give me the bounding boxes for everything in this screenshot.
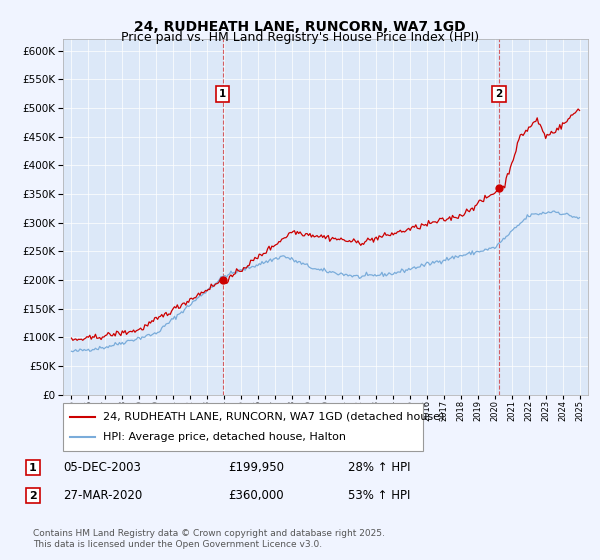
Text: HPI: Average price, detached house, Halton: HPI: Average price, detached house, Halt…	[103, 432, 346, 442]
Text: 24, RUDHEATH LANE, RUNCORN, WA7 1GD (detached house): 24, RUDHEATH LANE, RUNCORN, WA7 1GD (det…	[103, 412, 444, 422]
Text: 1: 1	[219, 89, 226, 99]
Text: Price paid vs. HM Land Registry's House Price Index (HPI): Price paid vs. HM Land Registry's House …	[121, 31, 479, 44]
Text: £360,000: £360,000	[228, 489, 284, 502]
Text: 24, RUDHEATH LANE, RUNCORN, WA7 1GD: 24, RUDHEATH LANE, RUNCORN, WA7 1GD	[134, 20, 466, 34]
Text: 53% ↑ HPI: 53% ↑ HPI	[348, 489, 410, 502]
FancyBboxPatch shape	[63, 403, 423, 451]
Text: 2: 2	[29, 491, 37, 501]
Text: Contains HM Land Registry data © Crown copyright and database right 2025.
This d: Contains HM Land Registry data © Crown c…	[33, 529, 385, 549]
Text: £199,950: £199,950	[228, 461, 284, 474]
Text: 1: 1	[29, 463, 37, 473]
Text: 27-MAR-2020: 27-MAR-2020	[63, 489, 142, 502]
Text: 2: 2	[495, 89, 503, 99]
Text: 05-DEC-2003: 05-DEC-2003	[63, 461, 141, 474]
Text: 28% ↑ HPI: 28% ↑ HPI	[348, 461, 410, 474]
